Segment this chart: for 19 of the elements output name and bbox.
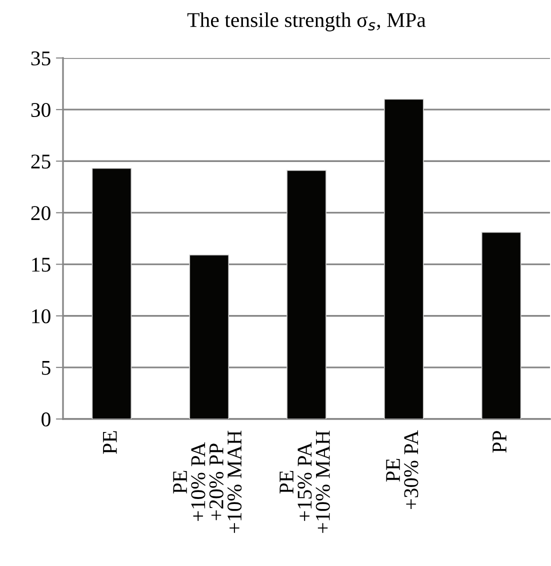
bar: [286, 170, 326, 419]
y-tick-label: 20: [31, 206, 50, 220]
y-tick-label: 35: [31, 51, 50, 66]
x-tick-label: PP: [492, 430, 506, 453]
bar: [481, 232, 522, 419]
y-tick-label: 5: [42, 361, 50, 375]
x-tick-label: PE: [103, 431, 117, 454]
x-tick-label: PE +30% PA: [386, 430, 418, 509]
y-tick-label: 30: [31, 102, 50, 118]
bar: [384, 98, 424, 419]
y-tick-label: 25: [31, 154, 50, 169]
y-tick-label: 10: [32, 309, 50, 324]
x-tick-label: PE +15% PA +10% MAH: [280, 430, 330, 533]
bar: [189, 254, 229, 419]
y-tick-label: 0: [42, 412, 50, 426]
y-tick-label: 15: [32, 258, 50, 272]
bar: [92, 168, 132, 419]
x-tick-label: PE +10% PA +20% PP +10% MAH: [173, 430, 242, 533]
chart-title: The tensile strength σ$_{s}$, MPa: [187, 12, 426, 32]
